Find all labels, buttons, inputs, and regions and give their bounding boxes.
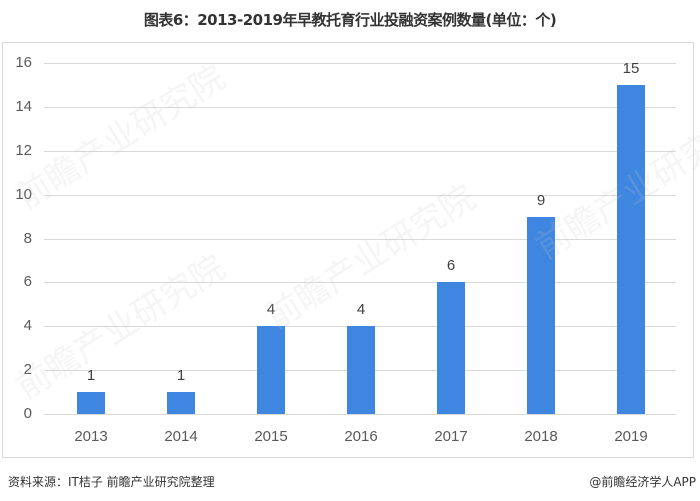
bar-2016[interactable] [347,326,375,414]
credit-note: @前瞻经济学人APP [589,475,696,489]
y-tick-label: 0 [23,405,32,422]
gridline [44,63,676,64]
y-tick-label: 16 [15,54,32,71]
y-tick-label: 4 [23,317,32,335]
data-label: 9 [536,191,546,209]
y-tick-label: 10 [15,185,32,203]
data-label: 4 [356,301,366,319]
bar-2017[interactable] [437,282,465,414]
data-label: 4 [266,301,276,319]
x-tick-label: 2016 [344,428,378,445]
bar-2015[interactable] [257,326,285,414]
y-tick-label: 14 [15,97,32,115]
y-tick-label: 6 [23,273,32,291]
gridline [44,106,676,108]
bar-2013[interactable] [77,392,105,414]
x-tick-label: 2018 [524,428,558,445]
chart-title: 图表6：2013-2019年早教托育行业投融资案例数量(单位：个) [143,11,557,29]
data-label: 1 [86,367,96,385]
x-tick-label: 2013 [74,428,108,445]
x-tick-label: 2014 [164,428,198,445]
bar-2018[interactable] [527,216,555,414]
data-label: 1 [176,367,186,385]
x-tick-label: 2015 [254,428,288,445]
bar-2014[interactable] [167,392,195,414]
x-tick-label: 2017 [434,428,468,445]
y-tick-label: 12 [15,141,32,159]
y-tick-label: 8 [23,229,32,247]
x-tick-label: 2019 [614,428,648,445]
y-tick-label: 2 [23,361,32,379]
data-label: 6 [446,257,456,275]
source-note: 资料来源：IT桔子 前瞻产业研究院整理 [8,475,215,489]
gridline [44,282,676,284]
gridline [44,238,676,240]
gridline [44,150,676,152]
bar-2019[interactable] [617,84,645,414]
data-label: 15 [622,59,640,77]
gridline [44,194,676,196]
gridline [44,414,676,415]
